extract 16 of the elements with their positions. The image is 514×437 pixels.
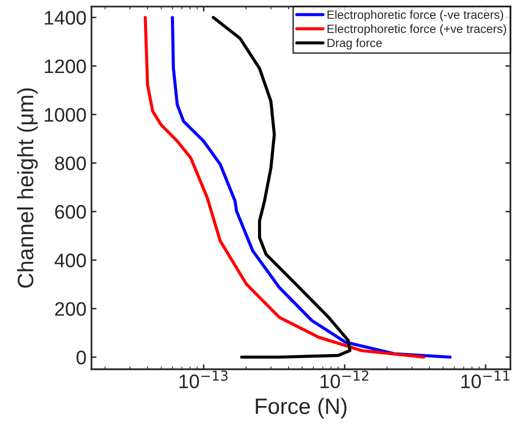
x-axis-title: Force (N) <box>256 398 346 419</box>
y-tick-label: 800 <box>55 156 86 170</box>
y-tick-label: 400 <box>54 254 86 268</box>
legend-label: Electrophoretic force (+ve tracers) <box>328 24 506 36</box>
y-tick-label: 0 <box>76 350 86 364</box>
x-tick-label: 10$^{−13}$ <box>180 370 228 388</box>
x-tick-label: 10$^{−12}$ <box>320 370 368 388</box>
x-tick-label: 10$^{−11}$ <box>461 370 510 388</box>
y-tick-label: 1000 <box>44 108 86 122</box>
y-tick-label: 1400 <box>44 10 86 25</box>
y-axis-title: Channel height (μm) <box>17 88 38 288</box>
y-tick-label: 1200 <box>44 59 86 74</box>
legend-label: Drag force <box>328 38 382 50</box>
text: Electrophoretic force (-ve tracers) <box>328 10 504 22</box>
y-tick-label: 200 <box>55 302 86 316</box>
y-tick-label: 600 <box>55 205 86 219</box>
